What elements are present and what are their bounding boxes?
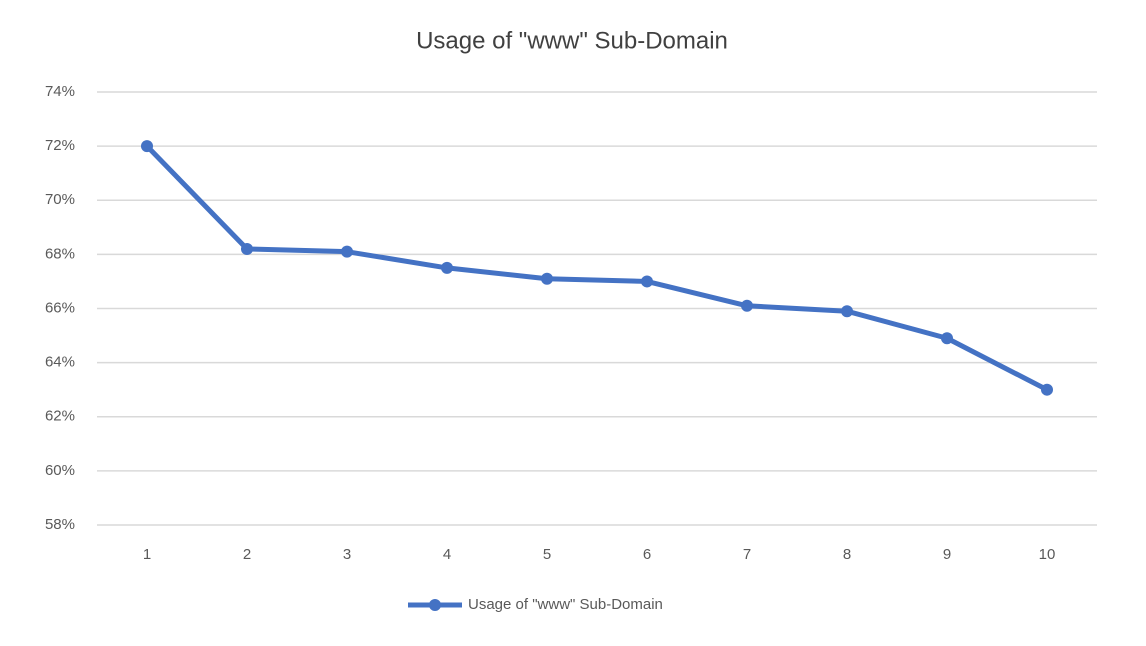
chart-title: Usage of "www" Sub-Domain: [416, 27, 728, 54]
data-point: [541, 272, 553, 285]
x-tick-label: 4: [443, 546, 451, 563]
x-tick-label: 3: [343, 546, 351, 563]
y-tick-label: 58%: [45, 516, 75, 533]
y-tick-label: 62%: [45, 408, 75, 425]
y-tick-label: 72%: [45, 137, 75, 154]
x-tick-label: 2: [243, 546, 251, 563]
data-point: [741, 299, 753, 312]
x-tick-label: 1: [143, 546, 151, 563]
y-tick-label: 70%: [45, 191, 75, 208]
data-point: [641, 275, 653, 288]
x-tick-label: 5: [543, 546, 551, 563]
data-point: [841, 305, 853, 318]
data-point: [441, 261, 453, 274]
y-tick-label: 66%: [45, 299, 75, 316]
data-point: [241, 242, 253, 255]
y-tick-label: 68%: [45, 245, 75, 262]
y-tick-label: 64%: [45, 354, 75, 371]
y-tick-label: 60%: [45, 462, 75, 479]
data-point: [941, 332, 953, 345]
series-line: [145, 144, 1049, 392]
data-point: [141, 140, 153, 153]
x-tick-label: 8: [843, 546, 851, 563]
x-tick-label: 6: [643, 546, 651, 563]
x-tick-label: 9: [943, 546, 951, 563]
y-tick-label: 74%: [45, 83, 75, 100]
legend-marker: [429, 599, 441, 611]
legend-label: Usage of "www" Sub-Domain: [468, 596, 663, 613]
data-point: [341, 245, 353, 258]
data-point: [1041, 383, 1053, 396]
x-tick-label: 7: [743, 546, 751, 563]
x-tick-label: 10: [1039, 546, 1056, 563]
